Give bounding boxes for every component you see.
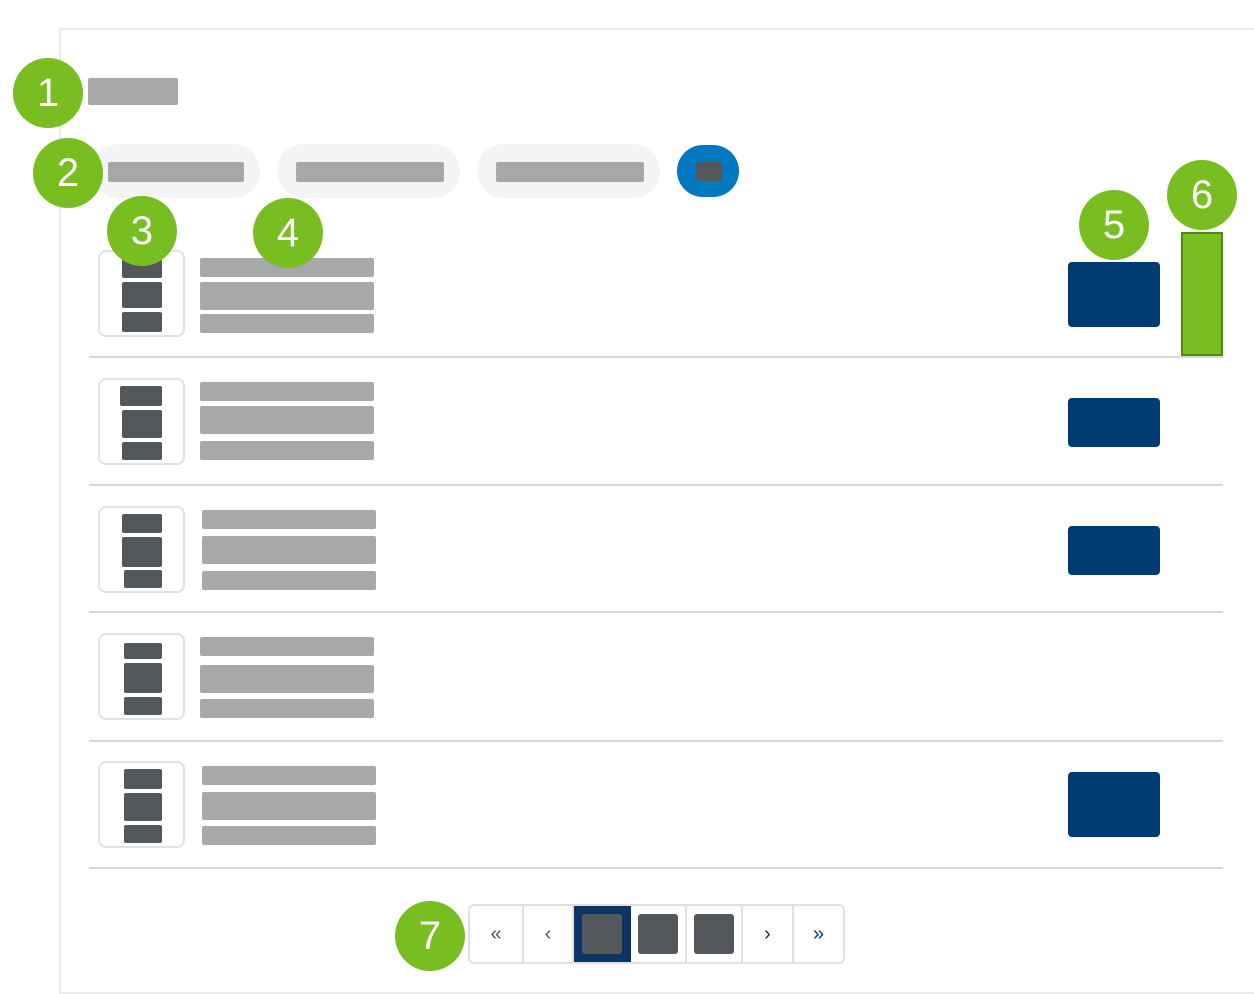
callout-badge-7: 7 — [395, 901, 465, 971]
toggle-button[interactable] — [677, 145, 739, 197]
item-text-placeholder — [200, 665, 374, 693]
filter-label-placeholder — [496, 162, 644, 182]
item-action-button[interactable] — [1068, 772, 1160, 837]
prev-page-button[interactable]: ‹ — [524, 906, 574, 962]
panel-frame — [59, 28, 1254, 994]
callout-badge-5: 5 — [1079, 190, 1149, 260]
page-number-placeholder — [638, 914, 678, 954]
filter-pill-3[interactable] — [477, 144, 660, 198]
item-meta-placeholder — [200, 314, 374, 333]
item-meta-placeholder — [200, 699, 374, 718]
item-title-placeholder — [200, 637, 374, 656]
title-placeholder — [88, 78, 178, 105]
item-title-placeholder — [202, 766, 376, 785]
pagination: « ‹ › » — [468, 904, 845, 964]
row-divider — [89, 740, 1223, 742]
row-divider — [89, 484, 1223, 486]
item-title-placeholder — [200, 382, 374, 401]
page-button[interactable] — [687, 906, 743, 962]
callout-badge-2: 2 — [33, 138, 103, 208]
item-thumbnail[interactable] — [98, 378, 185, 465]
page-number-placeholder — [694, 914, 734, 954]
item-meta-placeholder — [202, 826, 376, 845]
page-button[interactable] — [631, 906, 687, 962]
filter-pill-1[interactable] — [92, 144, 260, 198]
item-thumbnail[interactable] — [98, 761, 185, 848]
item-meta-placeholder — [200, 441, 374, 460]
item-meta-placeholder — [202, 571, 376, 590]
item-text-placeholder — [202, 792, 376, 820]
last-page-button[interactable]: » — [812, 922, 825, 945]
item-thumbnail[interactable] — [98, 633, 185, 720]
item-action-button[interactable] — [1068, 398, 1160, 447]
first-page-button[interactable]: « — [470, 906, 524, 962]
callout-badge-3: 3 — [107, 196, 177, 266]
filter-label-placeholder — [296, 162, 444, 182]
callout-badge-6: 6 — [1167, 160, 1237, 230]
next-page-button[interactable]: › — [743, 906, 794, 962]
item-action-button[interactable] — [1068, 526, 1160, 575]
toggle-icon — [696, 162, 722, 181]
row-divider — [89, 867, 1223, 869]
callout-badge-1: 1 — [13, 58, 83, 128]
item-thumbnail[interactable] — [98, 506, 185, 593]
filter-pill-2[interactable] — [277, 144, 460, 198]
row-divider — [89, 356, 1223, 358]
item-text-placeholder — [202, 536, 376, 564]
item-text-placeholder — [200, 406, 374, 434]
item-action-button[interactable] — [1068, 262, 1160, 327]
row-divider — [89, 611, 1223, 613]
callout-badge-4: 4 — [253, 198, 323, 268]
page-number-placeholder — [581, 914, 622, 954]
highlight-marker — [1181, 232, 1223, 356]
item-text-placeholder — [200, 282, 374, 310]
filter-label-placeholder — [108, 162, 244, 182]
page-button-current[interactable] — [574, 906, 631, 962]
item-title-placeholder — [202, 510, 376, 529]
